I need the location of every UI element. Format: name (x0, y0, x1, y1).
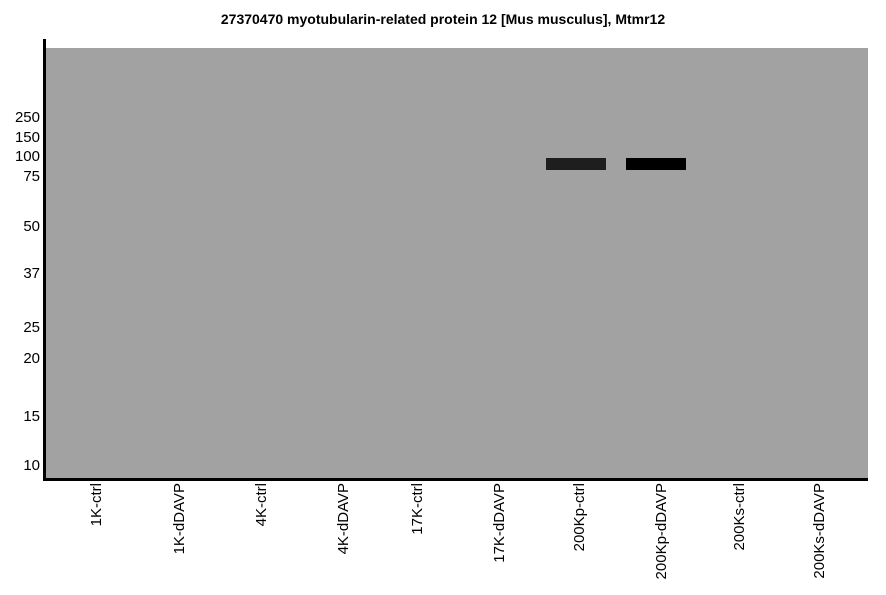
lane-label-4k-ctrl: 4K-ctrl (253, 483, 270, 583)
mw-marker-50: 50 (23, 218, 40, 235)
lane-label-17k-ctrl: 17K-ctrl (409, 483, 426, 583)
lane-label-text: 17K-dDAVP (491, 483, 508, 563)
lane-label-text: 200Ks-dDAVP (811, 483, 828, 579)
figure-title: 27370470 myotubularin-related protein 12… (220, 11, 666, 27)
lane-label-200kp-ddavp: 200Kp-dDAVP (653, 483, 670, 583)
band-200kp-ddavp (626, 158, 686, 170)
mw-marker-15: 15 (23, 408, 40, 425)
lane-label-200ks-ddavp: 200Ks-dDAVP (811, 483, 828, 583)
mw-marker-20: 20 (23, 350, 40, 367)
lane-label-text: 17K-ctrl (409, 483, 426, 535)
band-200kp-ctrl (546, 158, 606, 170)
lane-label-4k-ddavp: 4K-dDAVP (335, 483, 352, 583)
lane-label-1k-ddavp: 1K-dDAVP (171, 483, 188, 583)
blot-membrane (46, 48, 868, 478)
mw-marker-150: 150 (14, 129, 40, 146)
mw-marker-37: 37 (23, 265, 40, 282)
mw-marker-10: 10 (23, 457, 40, 474)
lane-label-text: 200Kp-ctrl (571, 483, 588, 552)
lane-label-200ks-ctrl: 200Ks-ctrl (731, 483, 748, 583)
lane-label-text: 200Kp-dDAVP (653, 483, 670, 580)
lane-label-17k-ddavp: 17K-dDAVP (491, 483, 508, 583)
lane-label-text: 1K-ctrl (88, 483, 105, 527)
lane-label-text: 200Ks-ctrl (731, 483, 748, 551)
y-axis-line (43, 39, 46, 481)
lane-label-text: 4K-ctrl (253, 483, 270, 527)
x-axis-line (43, 478, 868, 481)
mw-marker-75: 75 (23, 168, 40, 185)
lane-label-text: 1K-dDAVP (171, 483, 188, 555)
mw-marker-100: 100 (14, 148, 40, 165)
lane-label-1k-ctrl: 1K-ctrl (88, 483, 105, 583)
lane-label-200kp-ctrl: 200Kp-ctrl (571, 483, 588, 583)
mw-marker-25: 25 (23, 319, 40, 336)
mw-marker-250: 250 (14, 109, 40, 126)
lane-label-text: 4K-dDAVP (335, 483, 352, 555)
